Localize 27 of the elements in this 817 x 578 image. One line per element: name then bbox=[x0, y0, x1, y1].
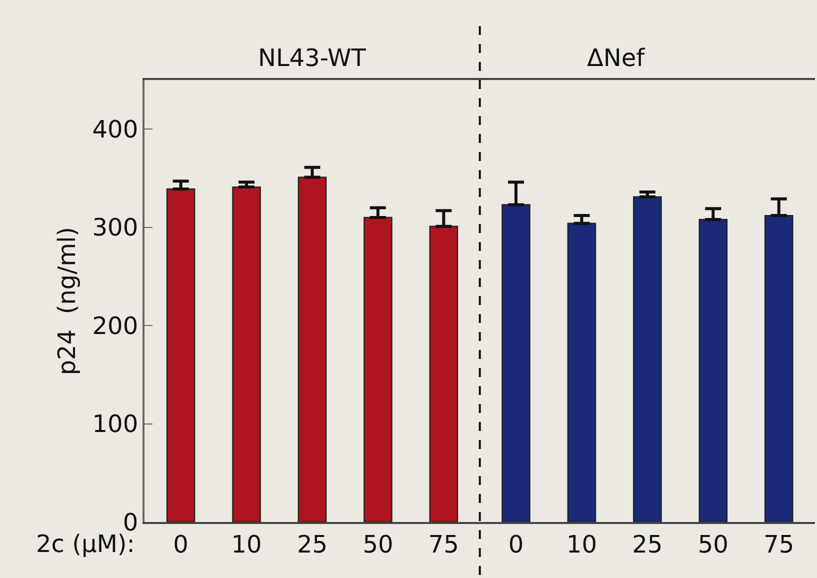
chart-title: NL43-WT bbox=[258, 44, 366, 72]
x-tick-label: 50 bbox=[362, 530, 394, 559]
x-tick-label: 50 bbox=[698, 530, 728, 559]
y-tick-label: 300 bbox=[92, 214, 138, 242]
bar bbox=[502, 204, 530, 522]
bar bbox=[166, 188, 196, 522]
bar bbox=[232, 186, 261, 522]
bar bbox=[429, 226, 458, 522]
bar bbox=[298, 176, 327, 522]
y-tick-label: 100 bbox=[92, 410, 138, 438]
x-tick-label: 75 bbox=[428, 530, 459, 559]
bar bbox=[633, 196, 662, 522]
x-tick-label: 10 bbox=[231, 530, 262, 559]
bar bbox=[364, 216, 392, 522]
y-tick-label: 400 bbox=[92, 116, 138, 144]
x-tick-label: 25 bbox=[632, 530, 663, 559]
x-tick-label: 0 bbox=[508, 530, 524, 559]
y-tick-label: 200 bbox=[92, 312, 138, 340]
bar bbox=[698, 218, 728, 522]
bar bbox=[567, 222, 596, 522]
x-tick-label: 75 bbox=[764, 530, 794, 559]
x-tick-label: 10 bbox=[566, 530, 597, 559]
x-tick-label: 0 bbox=[173, 530, 188, 559]
y-axis-title: p24 (ng/ml) bbox=[52, 226, 81, 376]
chart-title: ΔNef bbox=[587, 44, 646, 72]
bar bbox=[764, 214, 794, 522]
x-tick-label: 25 bbox=[296, 530, 328, 559]
